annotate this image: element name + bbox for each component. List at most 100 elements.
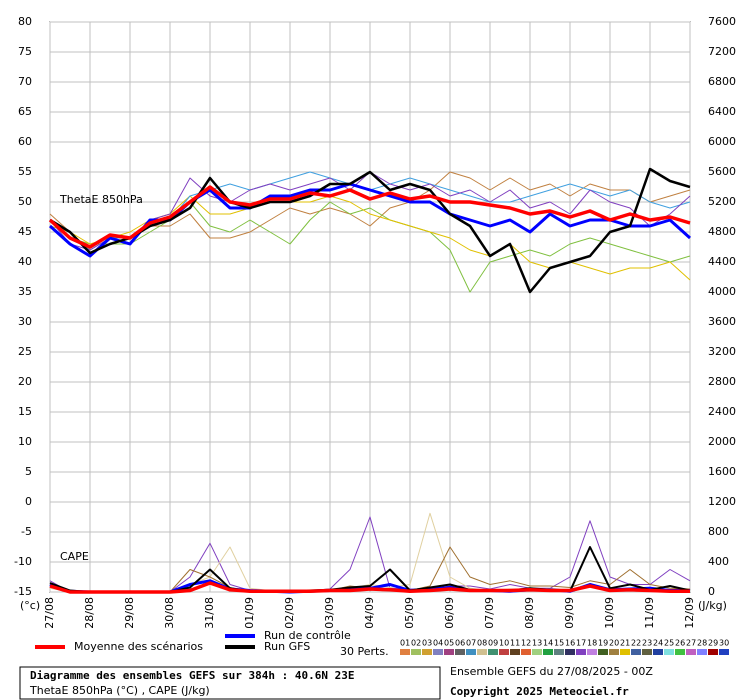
x-tick-label: 12/09 xyxy=(683,597,696,629)
pert-label: 06 xyxy=(455,639,465,648)
pert-swatch xyxy=(477,649,487,655)
y-tick-label: 35 xyxy=(18,285,32,298)
y-tick-label: 10 xyxy=(18,435,32,448)
pert-label: 10 xyxy=(499,639,509,648)
x-tick-label: 28/08 xyxy=(83,597,96,629)
pert-swatch xyxy=(466,649,476,655)
pert-label: 22 xyxy=(631,639,641,648)
y2-tick-label: 6000 xyxy=(708,135,736,148)
x-tick-label: 04/09 xyxy=(363,597,376,629)
y-tick-label: 80 xyxy=(18,15,32,28)
y-tick-label: -15 xyxy=(14,585,32,598)
y2-axis-label: (J/kg) xyxy=(698,599,727,612)
pert-label: 26 xyxy=(675,639,685,648)
pert-swatch xyxy=(686,649,696,655)
grid xyxy=(49,21,691,593)
perts-label: 30 Perts. xyxy=(340,645,389,658)
y-tick-label: 75 xyxy=(18,45,32,58)
y-axis-label: (°c) xyxy=(20,599,40,612)
legend: Moyenne des scénarios Run de contrôleRun … xyxy=(35,629,729,655)
x-tick-label: 07/09 xyxy=(483,597,496,629)
x-tick-label: 08/09 xyxy=(523,597,536,629)
pert-swatch xyxy=(543,649,553,655)
y-tick-label: 60 xyxy=(18,135,32,148)
x-tick-label: 30/08 xyxy=(163,597,176,629)
y2-tick-label: 7600 xyxy=(708,15,736,28)
legend-label: Run de contrôle xyxy=(264,629,351,642)
pert-swatch xyxy=(708,649,718,655)
pert-label: 05 xyxy=(444,639,454,648)
lines xyxy=(48,167,692,594)
y2-tick-label: 4800 xyxy=(708,225,736,238)
pert-label: 25 xyxy=(664,639,674,648)
ticks: 80757065605550454035302520151050-5-10-15… xyxy=(14,15,736,629)
y2-tick-label: 0 xyxy=(708,585,715,598)
x-tick-label: 02/09 xyxy=(283,597,296,629)
pert-label: 20 xyxy=(609,639,619,648)
pert-swatch xyxy=(576,649,586,655)
pert-label: 03 xyxy=(422,639,432,648)
y2-tick-label: 6800 xyxy=(708,75,736,88)
y-tick-label: 65 xyxy=(18,105,32,118)
y-tick-label: 5 xyxy=(25,465,32,478)
y2-tick-label: 3600 xyxy=(708,315,736,328)
pert-swatch xyxy=(565,649,575,655)
x-tick-label: 11/09 xyxy=(643,597,656,629)
pert-label: 15 xyxy=(554,639,564,648)
x-tick-label: 09/09 xyxy=(563,597,576,629)
pert-swatch xyxy=(488,649,498,655)
y-tick-label: 50 xyxy=(18,195,32,208)
pert-label: 13 xyxy=(532,639,542,648)
pert-label: 23 xyxy=(642,639,652,648)
pert-label: 27 xyxy=(686,639,696,648)
y-tick-label: 55 xyxy=(18,165,32,178)
x-tick-label: 10/09 xyxy=(603,597,616,629)
pert-label: 04 xyxy=(433,639,443,648)
y2-tick-label: 4400 xyxy=(708,255,736,268)
pert-label: 21 xyxy=(620,639,630,648)
pert-label: 14 xyxy=(543,639,553,648)
pert-swatch xyxy=(422,649,432,655)
pert-swatch xyxy=(411,649,421,655)
x-tick-label: 29/08 xyxy=(123,597,136,629)
footer-box xyxy=(19,666,441,700)
y2-tick-label: 2000 xyxy=(708,435,736,448)
pert-swatch xyxy=(532,649,542,655)
pert-label: 11 xyxy=(510,639,520,648)
pert-label: 29 xyxy=(708,639,718,648)
y-tick-label: 45 xyxy=(18,225,32,238)
pert-label: 08 xyxy=(477,639,487,648)
pert-label: 16 xyxy=(565,639,575,648)
x-tick-label: 05/09 xyxy=(403,597,416,629)
pert-swatch xyxy=(554,649,564,655)
pert-label: 30 xyxy=(719,639,729,648)
x-tick-label: 01/09 xyxy=(243,597,256,629)
pert-label: 17 xyxy=(576,639,586,648)
x-tick-label: 03/09 xyxy=(323,597,336,629)
pert-swatch xyxy=(499,649,509,655)
series-line xyxy=(49,167,691,294)
y-tick-label: 15 xyxy=(18,405,32,418)
series-line xyxy=(49,581,690,594)
y-tick-label: -5 xyxy=(21,525,32,538)
pert-swatch xyxy=(664,649,674,655)
pert-label: 01 xyxy=(400,639,410,648)
y-tick-label: 40 xyxy=(18,255,32,268)
y2-tick-label: 3200 xyxy=(708,345,736,358)
series-line xyxy=(48,185,691,249)
pert-swatch xyxy=(587,649,597,655)
y-tick-label: 20 xyxy=(18,375,32,388)
pert-label: 12 xyxy=(521,639,531,648)
series-line xyxy=(49,201,691,293)
pert-label: 18 xyxy=(587,639,597,648)
y2-tick-label: 5200 xyxy=(708,195,736,208)
pert-swatch xyxy=(444,649,454,655)
pert-label: 19 xyxy=(598,639,608,648)
pert-label: 02 xyxy=(411,639,421,648)
pert-swatch xyxy=(653,649,663,655)
y2-tick-label: 1200 xyxy=(708,495,736,508)
cape-label: CAPE xyxy=(60,550,89,563)
pert-swatch xyxy=(455,649,465,655)
footer-subtitle: ThetaE 850hPa (°C) , CAPE (J/kg) xyxy=(29,684,210,697)
